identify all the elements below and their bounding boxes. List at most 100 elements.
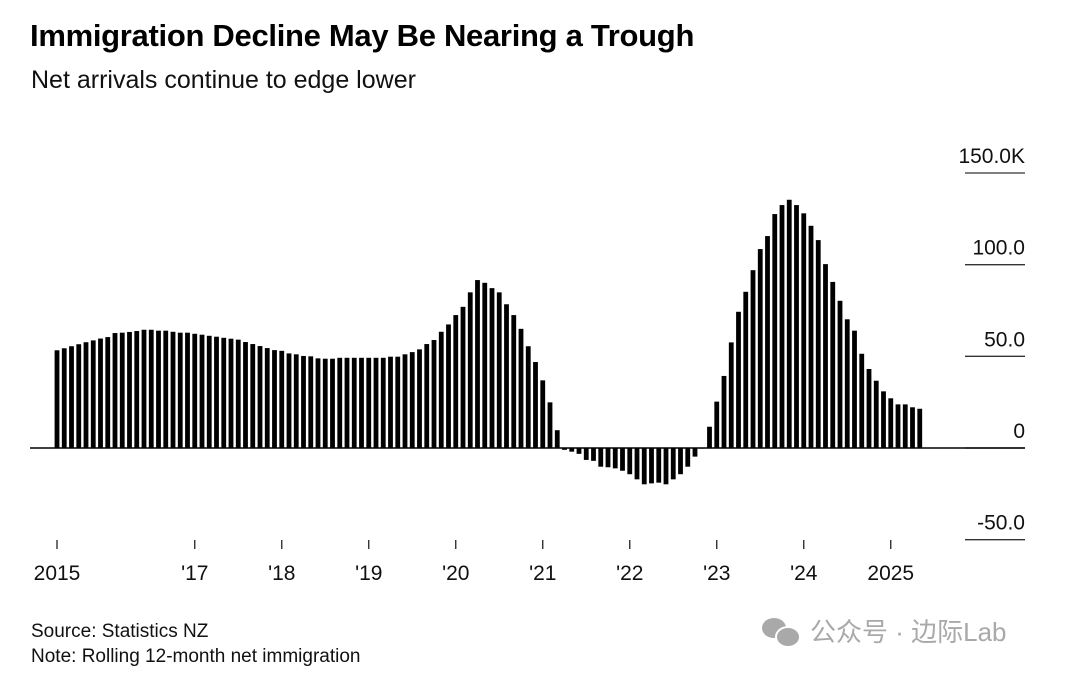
bar: [272, 350, 277, 448]
bar: [612, 448, 618, 469]
bar: [736, 311, 741, 448]
bar: [678, 448, 683, 475]
bar: [250, 344, 256, 448]
bar: [583, 448, 589, 460]
bar: [692, 448, 698, 457]
bar: [402, 354, 408, 448]
bar: [388, 356, 393, 448]
bar: [598, 448, 604, 467]
y-tick-label: 0: [1013, 420, 1025, 443]
bar: [98, 338, 103, 448]
bar: [431, 340, 437, 448]
bar: [177, 332, 183, 448]
bar: [308, 356, 314, 448]
bar: [228, 338, 234, 448]
wechat-icon: [760, 615, 802, 648]
bar: [533, 362, 538, 448]
bar: [852, 330, 857, 448]
bar: [707, 426, 712, 448]
bar: [366, 357, 372, 448]
bar: [76, 344, 82, 448]
bar: [808, 225, 814, 448]
bar: [156, 330, 161, 448]
bar: [779, 205, 785, 448]
bar: [504, 304, 509, 448]
x-axis-ticks: 2015 '17 '18 '19 '20 '21 '22 '23 '24 2025: [34, 540, 914, 585]
bar: [373, 357, 379, 448]
bar: [728, 342, 734, 448]
chart-subtitle: Net arrivals continue to edge lower: [31, 66, 416, 94]
bar: [765, 236, 770, 448]
y-axis-ticks: 150.0K 100.0 50.0 0 -50.0: [958, 145, 1025, 535]
bar: [649, 448, 654, 484]
bar: [192, 333, 198, 448]
bar: [496, 292, 502, 448]
bar: [786, 199, 792, 448]
bar: [337, 357, 343, 448]
bar: [656, 448, 662, 483]
bar: [511, 315, 517, 448]
bar: [446, 324, 451, 448]
watermark: 公众号 · 边际Lab: [760, 612, 1007, 649]
bar: [902, 404, 908, 448]
x-tick-label: 2025: [867, 562, 914, 585]
bar: [554, 430, 560, 448]
bar: [185, 332, 190, 448]
bar: [243, 342, 248, 448]
bar: [351, 357, 357, 448]
bar: [460, 306, 466, 448]
bar: [859, 353, 865, 448]
bar: [438, 331, 444, 448]
y-tick-label: 50.0: [984, 328, 1025, 351]
bar: [54, 350, 60, 448]
bar: [417, 349, 422, 448]
bar: [750, 270, 756, 448]
x-tick-label: '19: [355, 562, 382, 585]
bar: [685, 448, 691, 467]
bar: [148, 329, 154, 448]
x-tick-label: '18: [268, 562, 295, 585]
bar: [620, 448, 625, 471]
y-tick-label: 100.0: [972, 237, 1025, 260]
bar: [141, 329, 147, 448]
bar: [562, 448, 567, 450]
bar: [830, 281, 836, 448]
bar: [794, 205, 799, 448]
x-tick-label: 2015: [34, 562, 81, 585]
bar: [881, 391, 886, 448]
y-tick-label: 150.0K: [958, 145, 1025, 168]
bar: [83, 342, 89, 448]
bar: [257, 346, 263, 448]
bar: [359, 357, 364, 448]
bar: [525, 346, 531, 448]
bar: [170, 331, 176, 448]
bar: [873, 380, 879, 448]
bar: [888, 398, 894, 448]
bar: [301, 355, 306, 448]
bar: [837, 300, 843, 448]
bar: [591, 448, 596, 461]
bar: [540, 380, 546, 448]
bar: [105, 337, 111, 448]
bar: [714, 401, 720, 448]
bar: [844, 319, 850, 448]
bar: [772, 214, 778, 448]
y-tick-label: -50.0: [977, 512, 1025, 535]
bar: [424, 344, 430, 448]
bars: [54, 199, 923, 485]
bar: [69, 346, 74, 448]
bar: [127, 331, 132, 448]
bar: [518, 328, 524, 448]
bar: [743, 291, 749, 448]
bar: [286, 353, 292, 448]
bar: [90, 340, 96, 448]
gridlines: [965, 172, 1025, 541]
bar: [330, 358, 335, 448]
x-tick-label: '24: [790, 562, 818, 585]
bar: [134, 331, 140, 448]
x-tick-label: '21: [529, 562, 556, 585]
bar: [61, 348, 67, 448]
bar: [322, 358, 328, 448]
bar: [293, 354, 299, 448]
bar: [569, 448, 575, 452]
